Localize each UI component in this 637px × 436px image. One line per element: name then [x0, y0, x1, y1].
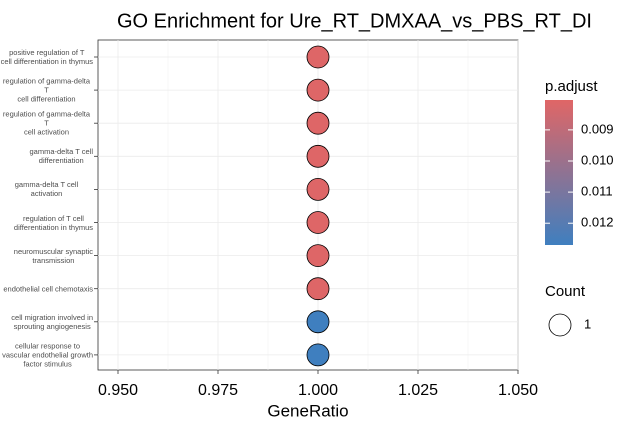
- dot: [306, 111, 330, 135]
- y-tick-label: positive regulation of T cell differenti…: [0, 48, 93, 66]
- y-tick-label: regulation of gamma-delta T cell differe…: [2, 76, 91, 104]
- dot: [306, 244, 330, 268]
- color-legend-label: 0.012: [581, 215, 614, 230]
- y-tick-label: endothelial cell chemotaxis: [3, 284, 93, 294]
- x-tick-label: 0.950: [98, 382, 138, 399]
- y-tick-label: regulation of gamma-delta T cell activat…: [2, 109, 91, 137]
- x-tick-label: 1.000: [298, 382, 338, 399]
- dot: [306, 343, 330, 367]
- dot: [306, 310, 330, 334]
- y-tick-label: gamma-delta T cell activation: [14, 180, 79, 199]
- color-bar: [545, 100, 573, 245]
- dot: [306, 277, 330, 301]
- color-legend-label: 0.011: [581, 184, 613, 199]
- color-legend-label: 0.010: [581, 152, 614, 167]
- size-legend-key: [548, 313, 572, 337]
- dot: [306, 78, 330, 102]
- size-legend-label: 1: [584, 316, 591, 331]
- y-tick-label: regulation of T cell differentiation in …: [13, 213, 93, 232]
- y-tick-label: cell migration involved in sprouting ang…: [11, 312, 93, 331]
- x-tick-label: 1.025: [398, 382, 438, 399]
- y-tick-label: gamma-delta T cell differentiation: [29, 147, 93, 166]
- x-tick-label: 0.975: [198, 382, 238, 399]
- x-axis-label: GeneRatio: [267, 401, 348, 420]
- dot: [306, 211, 330, 234]
- y-tick-label: cellular response to vascular endothelia…: [2, 341, 93, 369]
- dot: [306, 144, 330, 168]
- dot: [306, 177, 330, 201]
- color-legend-label: 0.009: [581, 121, 614, 136]
- color-legend-title: p.adjust: [545, 78, 598, 95]
- chart-title: GO Enrichment for Ure_RT_DMXAA_vs_PBS_RT…: [117, 10, 592, 32]
- y-tick-label: neuromuscular synaptic transmission: [13, 246, 93, 265]
- x-tick-label: 1.050: [498, 382, 538, 399]
- size-legend-title: Count: [545, 283, 586, 300]
- dot: [306, 45, 330, 69]
